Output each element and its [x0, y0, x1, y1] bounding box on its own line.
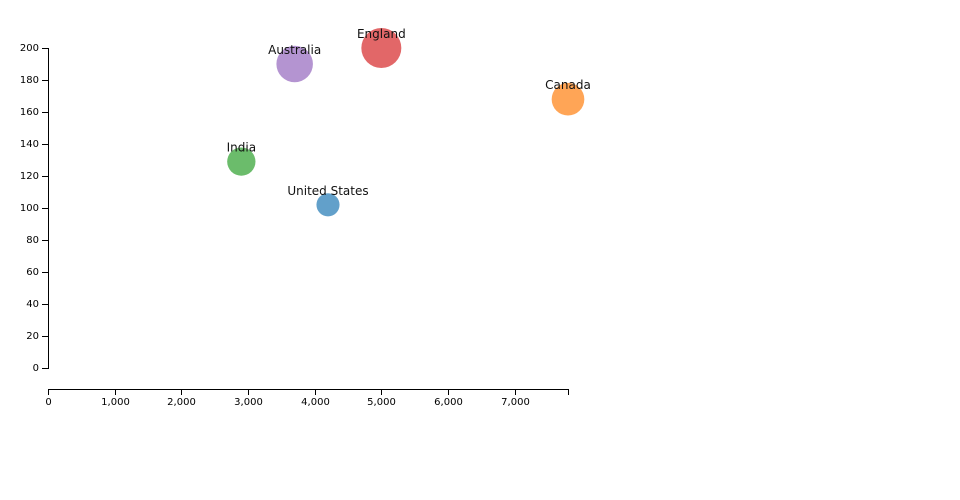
x-tick-label: 5,000 — [367, 397, 396, 408]
x-tick-label: 6,000 — [434, 397, 463, 408]
y-tick-label: 40 — [26, 299, 39, 310]
y-tick-label: 60 — [26, 267, 39, 278]
bubble-label: England — [357, 27, 406, 41]
bubble-canada[interactable] — [551, 82, 585, 116]
x-tick-label: 2,000 — [167, 397, 196, 408]
bubble-australia[interactable] — [276, 45, 313, 83]
bubble-label: United States — [287, 184, 368, 198]
x-tick-label: 7,000 — [501, 397, 530, 408]
y-tick-label: 140 — [20, 139, 39, 150]
y-tick-label: 160 — [20, 107, 39, 118]
x-tick-label: 0 — [45, 397, 51, 408]
x-tick-label: 3,000 — [234, 397, 263, 408]
y-tick-label: 200 — [20, 43, 39, 54]
x-axis: 0 1,000 2,000 3,000 4,000 5,000 6,000 7,000 — [45, 389, 569, 408]
x-axis-line — [48, 389, 569, 395]
y-tick-label: 180 — [20, 75, 39, 86]
y-tick-label: 20 — [26, 331, 39, 342]
x-tick-label: 1,000 — [101, 397, 130, 408]
y-tick-label: 100 — [20, 203, 39, 214]
bubble-label: Canada — [545, 78, 591, 92]
y-tick-label: 120 — [20, 171, 39, 182]
bubble-india[interactable] — [227, 147, 256, 176]
bubble-labels-layer: United States Canada India England Australia — [227, 27, 591, 198]
bubble-label: Australia — [268, 43, 321, 57]
y-tick-label: 80 — [26, 235, 39, 246]
bubble-england[interactable] — [361, 28, 402, 68]
bubble-united-states[interactable] — [316, 193, 340, 217]
x-tick-label: 4,000 — [301, 397, 330, 408]
bubble-label: India — [227, 141, 256, 155]
y-axis: 0 20 40 60 80 100 120 140 160 180 200 — [20, 43, 49, 374]
bubbles-layer — [227, 28, 585, 217]
y-tick-label: 0 — [33, 363, 39, 374]
